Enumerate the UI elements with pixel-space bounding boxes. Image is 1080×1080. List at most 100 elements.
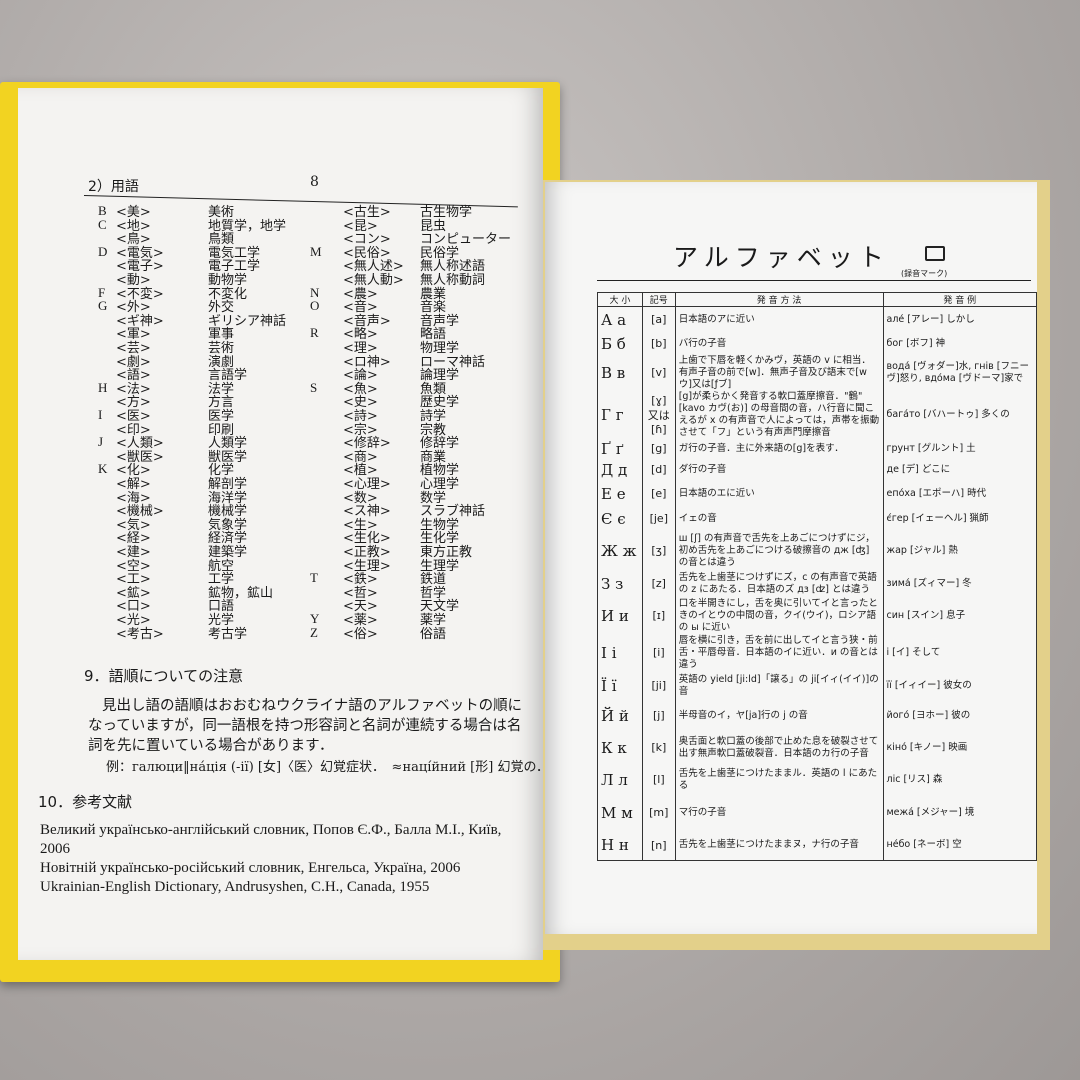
column-header: 発 音 例 bbox=[882, 292, 1038, 307]
table-cell: [a] bbox=[641, 306, 676, 333]
table-cell: З з bbox=[597, 570, 643, 597]
abbreviation-meaning: 機械学 bbox=[208, 504, 248, 520]
abbreviation: <劇> bbox=[116, 354, 151, 370]
table-cell: син [スイン] 息子 bbox=[882, 596, 1038, 635]
abbreviation: <地> bbox=[116, 218, 151, 234]
table-cell: але́ [アレー] しかし bbox=[882, 306, 1038, 333]
section-heading: 2）用語 bbox=[88, 179, 139, 195]
table-cell: є́гер [イェーヘル] 猟師 bbox=[882, 506, 1038, 531]
abbreviation: <俗> bbox=[343, 626, 378, 642]
paragraph: 見出し語の語順はおおむねウクライナ語のアルファベットの順になっていますが，同一語… bbox=[88, 698, 523, 754]
table-cell: Е е bbox=[597, 480, 643, 507]
abbreviation-meaning: 言語学 bbox=[208, 368, 248, 384]
table-cell: ダ行の子音 bbox=[674, 458, 884, 481]
table-cell: 舌先を上歯茎につけたままヌ，ナ行の子音 bbox=[674, 830, 884, 861]
table-header: 大 小記号発 音 方 法発 音 例 bbox=[597, 292, 1038, 307]
abbreviation: <不変> bbox=[116, 286, 164, 302]
abbreviation-meaning: 軍事 bbox=[208, 327, 235, 343]
table-cell: де [デ] どこに bbox=[882, 458, 1038, 481]
title-rule bbox=[597, 280, 1031, 281]
letter-index: S bbox=[310, 379, 318, 395]
abbreviation-meaning: 植物学 bbox=[420, 463, 460, 479]
abbreviation: <空> bbox=[116, 558, 151, 574]
page-title: アルファベット bbox=[673, 243, 890, 272]
table-row: Н н [n] 舌先を上歯茎につけたままヌ，ナ行の子音 не́бо [ネーボ] 空 bbox=[597, 830, 1038, 861]
abbreviation-meaning: 演劇 bbox=[208, 354, 235, 370]
abbreviation: <軍> bbox=[116, 327, 151, 343]
table-cell: і [イ] そして bbox=[882, 634, 1038, 671]
table-cell: 半母音のイ，ヤ[ja]行の j の音 bbox=[674, 700, 884, 731]
abbreviation-meaning: 不変化 bbox=[208, 286, 248, 302]
abbreviation: <修辞> bbox=[343, 436, 391, 452]
table-cell: К к bbox=[597, 730, 643, 765]
abbreviation: <建> bbox=[116, 545, 151, 560]
abbreviation-meaning: 外交 bbox=[208, 300, 235, 316]
table-cell: [l] bbox=[641, 764, 676, 795]
abbreviation: <鉱> bbox=[116, 585, 151, 601]
abbreviation-meaning: 論理学 bbox=[420, 368, 460, 384]
abbreviation: <商> bbox=[343, 449, 378, 465]
abbreviation: <音> bbox=[343, 300, 378, 316]
abbreviation-meaning: 方言 bbox=[208, 395, 235, 411]
abbreviation-meaning: 俗語 bbox=[420, 626, 447, 642]
table-row: Й й [j] 半母音のイ，ヤ[ja]行の j の音 його́ [ヨホー] 彼の bbox=[597, 700, 1038, 731]
table-cell: Є є bbox=[597, 506, 643, 531]
abbreviation: <略> bbox=[343, 327, 378, 343]
letter-index: Y bbox=[310, 611, 320, 626]
table-cell: межа́ [メジャー] 境 bbox=[882, 794, 1038, 831]
table-row: М м [m] マ行の子音 межа́ [メジャー] 境 bbox=[597, 794, 1038, 831]
abbreviation-meaning: 生物学 bbox=[420, 517, 460, 533]
table-cell: [g]が柔らかく発音する軟口蓋摩擦音．"鶴" [kavo カヴ(お)] の母音間… bbox=[674, 390, 884, 439]
example: 例：галюци‖на́ція (-ії) [女]〈医〉幻覚症状． ≈наці́… bbox=[106, 760, 550, 775]
icon-label: (録音マーク) bbox=[901, 269, 948, 278]
abbreviation-meaning: 昆虫 bbox=[420, 218, 447, 234]
table-cell: бог [ボフ] 神 bbox=[882, 332, 1038, 355]
table-row: Л л [l] 舌先を上歯茎につけたままル．英語の l にあたる ліс [リス] 森 bbox=[597, 764, 1038, 795]
table-cell: [i] bbox=[641, 634, 676, 671]
table-cell: [ji] bbox=[641, 670, 676, 701]
table-cell: イェの音 bbox=[674, 506, 884, 531]
table-cell: епо́ха [エポーハ] 時代 bbox=[882, 480, 1038, 507]
table-row: А а [a] 日本語のアに近い але́ [アレー] しかし bbox=[597, 306, 1038, 333]
abbreviation: <民俗> bbox=[343, 245, 391, 261]
abbreviation-meaning: 法学 bbox=[208, 381, 235, 397]
abbreviation: <鉄> bbox=[343, 572, 378, 588]
table-row: Г г [ɣ] 又は [ɦ] [g]が柔らかく発音する軟口蓋摩擦音．"鶴" [kav… bbox=[597, 390, 1038, 439]
abbreviation: <無人述> bbox=[343, 259, 404, 275]
abbreviation: <農> bbox=[343, 286, 378, 302]
table-cell: Л л bbox=[597, 764, 643, 795]
abbreviation-meaning: 航空 bbox=[208, 558, 235, 574]
letter-index: F bbox=[98, 284, 106, 300]
abbreviation-meaning: 芸術 bbox=[208, 341, 235, 356]
table-cell: жар [ジャル] 熱 bbox=[882, 530, 1038, 571]
table-cell: її [イィイー] 彼女の bbox=[882, 670, 1038, 701]
abbreviation-meaning: 光学 bbox=[208, 613, 235, 628]
abbreviation: <電気> bbox=[116, 245, 164, 261]
letter-index: D bbox=[98, 243, 108, 259]
left-page: 2）用語 8 B <美> 美術 C <地> 地質学，地学 <鳥> 鳥類 D <電気> 電気工学 <電子… bbox=[18, 88, 549, 960]
abbreviation-meaning: 医学 bbox=[208, 409, 235, 424]
abbreviation-meaning: 解剖学 bbox=[208, 477, 248, 492]
table-cell: не́бо [ネーボ] 空 bbox=[882, 830, 1038, 861]
abbreviation: <獣医> bbox=[116, 449, 164, 465]
abbreviation-meaning: 音声学 bbox=[420, 313, 460, 329]
abbreviation: <ギ神> bbox=[116, 313, 164, 329]
abbreviation-meaning: 海洋学 bbox=[208, 490, 248, 506]
abbreviation-meaning: 物理学 bbox=[420, 341, 460, 356]
abbreviation: <植> bbox=[343, 463, 378, 479]
letter-index: O bbox=[310, 298, 320, 314]
table-cell: マ行の子音 bbox=[674, 794, 884, 831]
abbreviation: <詩> bbox=[343, 409, 378, 424]
abbreviation-meaning: 宗教 bbox=[420, 422, 447, 438]
abbreviation: <気> bbox=[116, 517, 151, 533]
abbreviation: <生理> bbox=[343, 558, 391, 574]
abbreviation: <芸> bbox=[116, 341, 151, 356]
table-cell: [n] bbox=[641, 830, 676, 861]
section-heading: 10．参考文献 bbox=[38, 793, 133, 811]
table-body: А а [a] 日本語のアに近い але́ [アレー] しかし Б б [b] バ行の子音 б… bbox=[597, 306, 1038, 861]
table-cell: ガ行の子音．主に外来語の[g]を表す． bbox=[674, 438, 884, 459]
abbreviation: <美> bbox=[116, 205, 151, 220]
table-cell: [e] bbox=[641, 480, 676, 507]
abbreviation: <考古> bbox=[116, 626, 164, 642]
abbreviation-meaning: 生理学 bbox=[420, 558, 460, 574]
